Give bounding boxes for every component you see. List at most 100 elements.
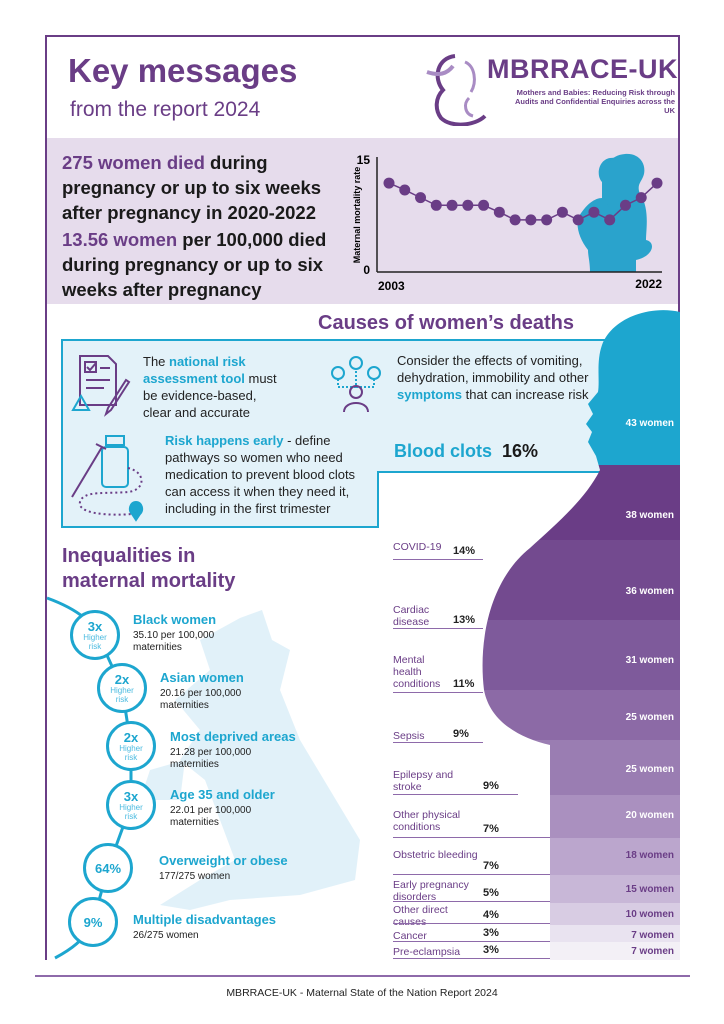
data-point xyxy=(541,214,553,226)
footer-text: MBRRACE-UK - Maternal State of the Natio… xyxy=(226,987,498,999)
cause-label: Early pregnancy disorders xyxy=(393,879,469,903)
data-point xyxy=(462,199,474,211)
inequality-title: Most deprived areas xyxy=(170,729,296,744)
cause-women-count: 43 women xyxy=(625,418,674,429)
data-point xyxy=(509,214,521,226)
cause-percent: 7% xyxy=(483,860,499,872)
data-point xyxy=(588,206,600,218)
cause-women-count: 10 women xyxy=(625,909,674,920)
cause-women-count: 25 women xyxy=(625,712,674,723)
cause-percent: 4% xyxy=(483,909,499,921)
cause-percent: 9% xyxy=(453,728,469,740)
cause-women-count: 25 women xyxy=(625,764,674,775)
inequality-detail: 26/275 women xyxy=(133,930,199,941)
data-point xyxy=(383,177,395,189)
risk-badge-value: 3x xyxy=(87,618,103,634)
inequality-title: Multiple disadvantages xyxy=(133,912,277,927)
cause-divider xyxy=(393,923,550,924)
cause-label: Cardiac disease xyxy=(393,604,430,628)
risk-badge-sub: Higher risk xyxy=(83,632,107,651)
risk-badge-value: 2x xyxy=(123,729,139,745)
cause-label: Pre-eclampsia xyxy=(393,946,461,958)
inequality-item: Overweight or obese 177/275 women xyxy=(159,853,319,883)
cause-percent: 7% xyxy=(483,823,499,835)
risk-badge-value: 64% xyxy=(94,860,122,876)
logo-tagline-1: Mothers and Babies: Reducing Risk throug… xyxy=(516,88,675,97)
causes-heading: Causes of women’s deaths xyxy=(318,312,574,334)
risk-badge: 9% xyxy=(68,897,118,947)
rate-summary: 13.56 women per 100,000 died during preg… xyxy=(62,227,352,302)
cause-divider xyxy=(393,628,483,629)
cause-divider xyxy=(393,794,518,795)
data-point xyxy=(399,184,411,196)
inequality-detail: 20.16 per 100,000 maternities xyxy=(160,688,242,711)
cause-label: Obstetric bleeding xyxy=(393,849,478,861)
cause-label: Cancer xyxy=(393,930,427,942)
risk-badge-value: 2x xyxy=(114,671,130,687)
risk-badge: 2x Higher risk xyxy=(106,721,156,771)
risk-badge: 3x Higher risk xyxy=(106,780,156,830)
x-label-end: 2022 xyxy=(635,277,662,291)
mortality-line-chart: 15 0 2003 2022 Maternal mortality rate xyxy=(352,153,663,293)
cause-percent: 14% xyxy=(453,545,476,557)
cause-women-count: 7 women xyxy=(631,946,674,957)
deaths-text: during pregnancy or up to six weeks afte… xyxy=(62,152,322,223)
medication-syringe-icon xyxy=(71,435,144,522)
risk-badge-value: 9% xyxy=(83,914,103,930)
cause-divider xyxy=(393,901,550,902)
deaths-count: 275 women died xyxy=(62,152,205,173)
cause-divider xyxy=(393,874,550,875)
mother-baby-logo-icon xyxy=(426,54,487,126)
data-point xyxy=(604,214,616,226)
symptoms-message: Consider the effects of vomiting, dehydr… xyxy=(397,353,589,402)
cause-label: Other direct causes xyxy=(393,904,448,928)
y-axis-label: Maternal mortality rate xyxy=(352,167,362,264)
inequality-title: Black women xyxy=(133,612,217,627)
data-point xyxy=(493,206,505,218)
x-label-start: 2003 xyxy=(378,279,405,293)
cause-percent: 5% xyxy=(483,887,499,899)
inequality-item: Most deprived areas 21.28 per 100,000 mat… xyxy=(170,729,330,771)
data-point xyxy=(635,192,647,204)
cause-percent: 3% xyxy=(483,927,499,939)
inequality-detail: 21.28 per 100,000 maternities xyxy=(170,747,252,770)
cause-band xyxy=(482,620,680,690)
footer-divider xyxy=(35,975,690,977)
inequality-title: Asian women xyxy=(160,670,244,685)
rate-value: 13.56 women xyxy=(62,229,178,250)
y-tick-max: 15 xyxy=(357,153,371,167)
inequalities-heading: Inequalities in maternal mortality xyxy=(62,545,236,592)
cause-label: Sepsis xyxy=(393,730,425,742)
cause-women-count: 36 women xyxy=(625,586,674,597)
inequality-detail: 35.10 per 100,000 maternities xyxy=(133,630,215,653)
data-point xyxy=(572,214,584,226)
cause-divider xyxy=(393,958,550,959)
y-tick-min: 0 xyxy=(363,263,370,277)
deaths-summary: 275 women died during pregnancy or up to… xyxy=(62,150,352,225)
cause-percent: 13% xyxy=(453,614,476,626)
cause-band xyxy=(482,690,680,740)
assessment-form-icon xyxy=(71,355,131,417)
cause-women-count: 18 women xyxy=(625,850,674,861)
inequality-item: Age 35 and older 22.01 per 100,000 matern… xyxy=(170,787,330,829)
inequality-detail: 177/275 women xyxy=(159,871,231,882)
logo-name: MBRRACE-UK xyxy=(487,54,678,84)
inequality-detail: 22.01 per 100,000 maternities xyxy=(170,805,252,828)
cause-women-count: 7 women xyxy=(631,930,674,941)
inequality-title: Age 35 and older xyxy=(170,787,275,802)
cause-women-count: 31 women xyxy=(625,655,674,666)
risk-badge-sub: Higher risk xyxy=(119,743,143,762)
cause-divider xyxy=(393,837,550,838)
cause-percent: 9% xyxy=(483,780,499,792)
mbrrace-logo: MBRRACE-UK Mothers and Babies: Reducing … xyxy=(425,48,685,126)
cause-divider xyxy=(393,941,550,942)
cause-women-count: 15 women xyxy=(625,884,674,895)
inequality-item: Black women 35.10 per 100,000 maternities xyxy=(133,612,293,654)
data-point xyxy=(556,206,568,218)
risk-badge: 2x Higher risk xyxy=(97,663,147,713)
blood-clots-stat: Blood clots 16% xyxy=(394,441,539,461)
page-title: Key messages xyxy=(68,52,298,89)
data-point xyxy=(446,199,458,211)
